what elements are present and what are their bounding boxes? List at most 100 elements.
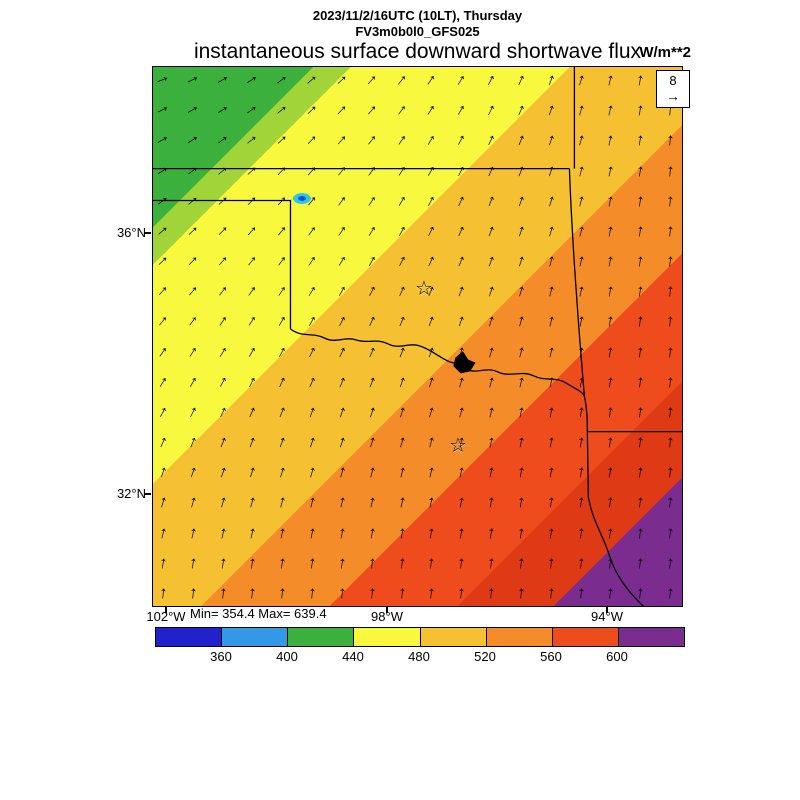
wind-arrow-icon: ↑ <box>604 99 617 120</box>
wind-arrow-icon: ↑ <box>302 130 323 150</box>
wind-arrow-icon: ↑ <box>185 461 201 483</box>
wind-arrow-icon: ↑ <box>665 552 676 573</box>
wind-arrow-icon: ↑ <box>306 552 318 573</box>
wind-arrow-icon: ↑ <box>243 310 262 332</box>
wind-arrow-icon: ↑ <box>187 552 199 573</box>
wind-arrow-icon: ↑ <box>246 491 260 513</box>
wind-arrow-icon: ↑ <box>183 280 203 301</box>
map-panel: ↑ ↑ ↑ ↑ ↑ ↑ ↑ ↑ ↑ ↑ ↑ ↑ ↑ ↑ ↑ ↑ ↑ ↑ ↑ ↑ ↑ ↑ ↑ ↑ ↑ ↑ ↑ ↑ ↑ ↑ ↑ ↑ ↑ ↑ ↑ ↑ ↑ ↑ ↑ ↑… <box>152 66 690 607</box>
wind-arrow-icon: ↑ <box>456 552 467 573</box>
wind-arrow-icon: ↑ <box>363 220 381 241</box>
colorbar-segment <box>486 628 553 646</box>
wind-arrow-icon: ↑ <box>335 431 350 452</box>
wind-arrow-icon: ↑ <box>604 310 617 331</box>
wind-arrow-icon: ↑ <box>545 582 557 603</box>
wind-arrow-icon: ↑ <box>515 431 528 452</box>
wind-arrow-icon: ↑ <box>304 340 321 362</box>
wind-arrow-icon: ↑ <box>544 401 557 422</box>
wind-arrow-icon: ↑ <box>272 70 293 89</box>
wind-arrow-icon: ↑ <box>212 100 234 119</box>
wind-arrow-icon: ↑ <box>155 461 171 483</box>
wind-arrow-icon: ↑ <box>454 340 469 362</box>
colorbar-tick-label: 440 <box>342 649 364 664</box>
wind-arrow-icon: ↑ <box>544 189 558 211</box>
wind-arrow-icon: ↑ <box>366 582 378 603</box>
wind-arrow-icon: ↑ <box>395 491 408 513</box>
wind-arrow-icon: ↑ <box>242 70 264 89</box>
wind-arrow-icon: ↑ <box>634 69 647 90</box>
wind-arrow-icon: ↑ <box>484 310 499 332</box>
wind-arrow-icon: ↑ <box>575 522 587 543</box>
wind-arrow-icon: ↑ <box>276 521 289 543</box>
wind-arrow-icon: ↑ <box>153 191 174 210</box>
wind-arrow-icon: ↑ <box>513 69 529 90</box>
title-row: instantaneous surface downward shortwave… <box>152 40 691 68</box>
axis-tick <box>165 607 167 613</box>
wind-arrow-icon: ↑ <box>545 491 557 512</box>
wind-arrow-icon: ↑ <box>574 250 588 271</box>
wind-arrow-icon: ↑ <box>514 310 528 332</box>
colorbar-segment <box>288 628 355 646</box>
wind-arrow-icon: ↑ <box>422 69 441 90</box>
wind-arrow-icon: ↑ <box>245 461 260 483</box>
wind-arrow-icon: ↑ <box>394 401 409 422</box>
wind-arrow-icon: ↑ <box>484 280 499 302</box>
wind-arrow-icon: ↑ <box>515 582 527 603</box>
low-flux-cloud-patch <box>293 193 311 204</box>
colorbar-tick-label: 360 <box>210 649 232 664</box>
wind-arrow-icon: ↑ <box>393 189 411 211</box>
wind-reference-value: 8 <box>669 73 677 88</box>
wind-arrow-icon: ↑ <box>363 280 381 302</box>
wind-arrow-icon: ↑ <box>273 310 292 332</box>
wind-arrow-icon: ↑ <box>484 370 498 392</box>
wind-reference-box: 8 → <box>656 70 690 108</box>
wind-arrow-icon: ↑ <box>214 340 232 362</box>
wind-arrow-icon: ↑ <box>276 491 290 513</box>
wind-arrow-icon: ↑ <box>364 340 380 362</box>
wind-arrow-icon: ↑ <box>212 160 233 180</box>
wind-arrow-icon: ↑ <box>485 522 497 543</box>
wind-arrow-icon: ↑ <box>242 100 263 119</box>
wind-arrow-icon: ↑ <box>302 70 323 89</box>
wind-arrow-icon: ↑ <box>216 491 230 513</box>
wind-arrow-icon: ↑ <box>242 130 263 150</box>
wind-arrow-icon: ↑ <box>396 552 408 573</box>
wind-arrow-icon: ↑ <box>543 129 559 151</box>
wind-arrow-icon: ↑ <box>423 250 440 271</box>
wind-arrow-icon: ↑ <box>187 582 199 603</box>
wind-arrow-icon: ↑ <box>515 461 528 482</box>
wind-arrow-icon: ↑ <box>154 370 172 392</box>
wind-arrow-icon: ↑ <box>513 159 529 181</box>
wind-arrow-icon: ↑ <box>455 491 468 513</box>
wind-arrow-icon: ↑ <box>605 461 617 482</box>
wind-arrow-icon: ↑ <box>545 431 557 452</box>
wind-arrow-icon: ↑ <box>423 159 441 181</box>
wind-arrow-icon: ↑ <box>545 461 557 482</box>
colorbar-ticks: 360 400 440 480 520 560 600 <box>155 649 683 665</box>
wind-arrow-icon: ↑ <box>334 370 350 392</box>
wind-arrow-icon: ↑ <box>184 370 202 392</box>
wind-arrow-icon: ↑ <box>336 582 348 603</box>
colorbar-tick-label: 480 <box>408 649 430 664</box>
wind-arrow-icon: ↑ <box>392 99 411 120</box>
colorbar <box>155 627 685 647</box>
wind-arrow-icon: ↑ <box>514 220 529 241</box>
wind-arrow-icon: ↑ <box>574 340 587 362</box>
wind-arrow-icon: ↑ <box>185 431 201 453</box>
wind-arrow-icon: ↑ <box>394 370 410 392</box>
wind-arrow-icon: ↑ <box>483 99 500 121</box>
wind-arrow-icon: ↑ <box>425 431 439 452</box>
wind-arrow-icon: ↑ <box>247 552 259 573</box>
wind-arrow-icon: ↑ <box>393 220 411 241</box>
wind-arrow-icon: ↑ <box>544 280 558 301</box>
wind-arrow-icon: ↑ <box>544 371 558 392</box>
wind-arrow-icon: ↑ <box>604 401 617 422</box>
wind-arrow-icon: ↑ <box>575 491 587 512</box>
wind-arrow-layer: ↑ ↑ ↑ ↑ ↑ ↑ ↑ ↑ ↑ ↑ ↑ ↑ ↑ ↑ ↑ ↑ ↑ ↑ ↑ ↑ ↑ ↑ ↑ ↑ ↑ ↑ ↑ ↑ ↑ ↑ ↑ ↑ ↑ ↑ ↑ ↑ ↑ ↑ ↑ ↑… <box>153 67 682 606</box>
colorbar-segment <box>618 628 684 646</box>
wind-arrow-icon: ↑ <box>362 69 382 90</box>
wind-arrow-icon: ↑ <box>362 99 382 120</box>
wind-arrow-icon: ↑ <box>483 159 500 181</box>
wind-arrow-icon: ↑ <box>245 431 261 453</box>
